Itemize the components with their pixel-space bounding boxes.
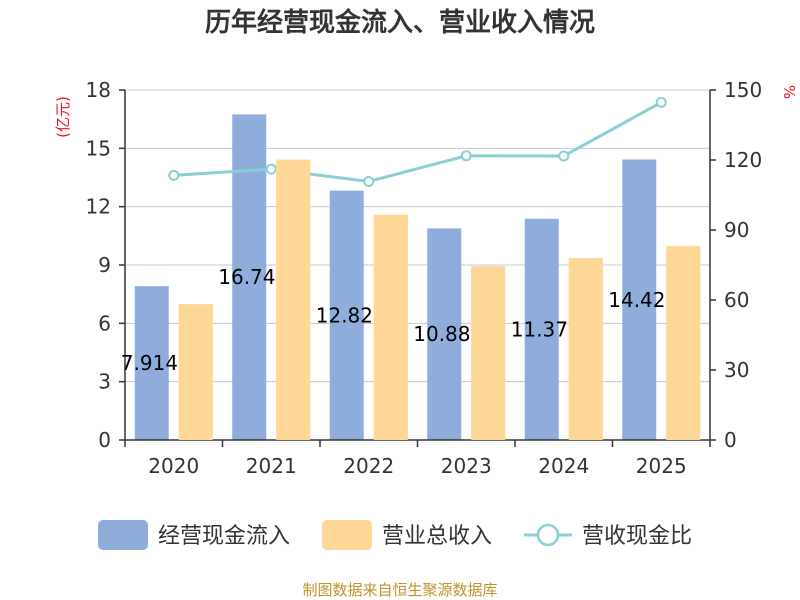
left-tick-label: 0 <box>98 428 111 452</box>
right-tick-label: 120 <box>724 148 762 172</box>
left-tick-label: 6 <box>98 311 111 335</box>
left-tick-label: 18 <box>86 78 111 102</box>
bar-cash-inflow <box>622 159 657 440</box>
right-tick-label: 0 <box>724 428 737 452</box>
right-tick-label: 30 <box>724 358 749 382</box>
ratio-line <box>168 96 667 187</box>
left-tick-label: 3 <box>98 370 111 394</box>
left-axis-unit: (亿元) <box>54 96 72 138</box>
source-note: 制图数据来自恒生聚源数据库 <box>302 581 497 599</box>
legend-swatch-cash-inflow <box>98 520 148 550</box>
bar-revenue-overlay <box>373 214 408 440</box>
bar-revenue-overlay <box>178 304 213 440</box>
x-tick-label: 2023 <box>441 454 492 478</box>
right-axis-unit: % <box>780 85 798 99</box>
ratio-point <box>265 163 277 175</box>
data-label: 10.88 <box>413 322 470 346</box>
left-tick-label: 12 <box>86 195 111 219</box>
legend-label-revenue: 营业总收入 <box>382 524 492 549</box>
ratio-point <box>558 150 570 162</box>
bar-cash-inflow <box>524 218 559 440</box>
right-tick-label: 150 <box>724 78 762 102</box>
chart-title: 历年经营现金流入、营业收入情况 <box>205 7 595 38</box>
bar-cash-inflow <box>134 286 169 440</box>
legend-swatch-revenue <box>322 520 372 550</box>
x-tick-label: 2020 <box>148 454 199 478</box>
axes <box>119 89 716 447</box>
left-tick-label: 9 <box>98 253 111 277</box>
bar-revenue-overlay <box>276 159 311 440</box>
bar-cash-inflow <box>427 228 462 440</box>
bar-revenue-overlay <box>471 266 506 440</box>
tick-labels: 0 3 6 9 12 15 18 0 30 60 90 120 150 2020 2021 2022 2023 2… <box>86 78 763 478</box>
gridlines <box>125 89 710 383</box>
right-tick-label: 90 <box>724 218 749 242</box>
legend-label-cash-inflow: 经营现金流入 <box>158 524 290 549</box>
ratio-point <box>460 150 472 162</box>
x-tick-label: 2024 <box>538 454 589 478</box>
x-tick-label: 2021 <box>246 454 297 478</box>
right-tick-label: 60 <box>724 288 749 312</box>
ratio-polyline <box>173 101 662 183</box>
legend: 经营现金流入 营业总收入 营收现金比 <box>98 520 692 550</box>
legend-marker-ratio <box>536 523 560 547</box>
bar-cash-inflow <box>329 190 364 440</box>
ratio-point <box>655 96 667 108</box>
ratio-point <box>363 175 375 187</box>
data-label: 7.914 <box>121 351 178 375</box>
legend-label-ratio: 营收现金比 <box>582 524 692 549</box>
ratio-point <box>168 169 180 181</box>
bar-revenue-overlay <box>666 246 701 440</box>
x-tick-label: 2025 <box>636 454 687 478</box>
left-tick-label: 15 <box>86 136 111 160</box>
bar-revenue-overlay <box>568 258 603 440</box>
x-tick-label: 2022 <box>343 454 394 478</box>
